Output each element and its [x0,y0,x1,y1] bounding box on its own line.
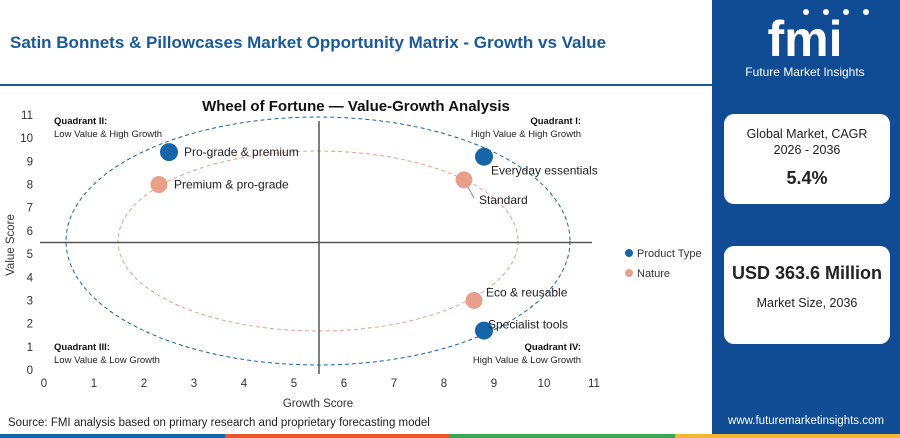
y-tick-label: 3 [27,295,33,307]
data-point-label: Pro-grade & premium [184,145,299,159]
title-divider [0,84,712,86]
y-tick-label: 4 [27,272,34,284]
y-tick-label: 1 [27,342,33,354]
data-point [465,291,483,309]
logo-dot [823,9,829,15]
x-tick-label: 9 [491,378,497,390]
x-tick-label: 6 [341,378,347,390]
legend-label: Product Type [637,248,702,260]
website-link[interactable]: www.futuremarketinsights.com [728,415,884,427]
quadrant-labels: Quadrant II: Low Value & High Growth Quadr… [54,116,581,366]
quadrant-subtitle: Low Value & High Growth [54,129,162,140]
quadrant-subtitle: High Value & High Growth [471,129,581,140]
x-tick-label: 8 [441,378,447,390]
side-panel [712,0,900,438]
outer-ellipse [65,116,571,366]
data-point-label: Everyday essentials [491,164,598,178]
data-point [160,143,178,162]
quadrant-title: Quadrant III: [54,342,110,353]
x-tick-label: 3 [191,378,197,390]
legend: Product Type Nature [625,248,702,280]
legend-marker [625,249,633,257]
logo-wordmark: fmi [768,11,843,67]
cagr-value: 5.4% [786,168,828,188]
x-tick-label: 11 [588,378,600,390]
data-point-label: Premium & pro-grade [174,178,289,192]
data-point [455,171,473,189]
market-size-card: USD 363.6 Million Market Size, 2036 [724,246,890,344]
legend-marker [625,269,633,277]
footer-color-bar [0,434,900,438]
chart-title: Wheel of Fortune — Value-Growth Analysis [202,98,510,115]
footer-color-segment [450,434,675,438]
source-note: Source: FMI analysis based on primary re… [8,417,430,429]
logo-subtext: Future Market Insights [745,65,864,79]
fmi-logo: fmi Future Market Insights [745,9,869,79]
data-point-label: Specialist tools [488,318,568,332]
data-point [475,321,493,340]
data-point-label: Eco & reusable [486,285,568,299]
y-tick-label: 9 [27,156,33,168]
data-point-label: Standard [479,193,528,207]
quadrant-title: Quadrant IV: [525,342,581,353]
quadrant-dividers [40,121,592,374]
data-point [150,176,168,194]
x-axis-label: Growth Score [283,398,353,410]
data-point [475,147,493,166]
x-tick-label: 5 [291,378,297,390]
footer-color-segment [675,434,900,438]
y-tick-label: 11 [21,110,33,122]
y-axis-label: Value Score [5,214,17,276]
y-tick-label: 6 [27,226,33,238]
logo-dot [863,9,869,15]
axis-ticks: 0 1 2 3 4 5 6 7 8 9 10 11 0 1 2 3 4 5 6 7 8 9 10 11 [20,110,600,390]
x-tick-label: 10 [538,378,551,390]
y-tick-label: 8 [27,180,33,192]
quadrant-subtitle: Low Value & Low Growth [54,355,160,366]
y-tick-label: 7 [27,203,33,215]
quadrant-title: Quadrant II: [54,116,107,127]
wheel-ellipses [65,116,571,366]
x-tick-label: 1 [91,378,97,390]
x-tick-label: 4 [241,378,248,390]
x-tick-label: 0 [41,378,47,390]
inner-ellipse [117,150,519,332]
cagr-label: Global Market, CAGR 2026 - 2036 [746,127,868,157]
opportunity-matrix-chart: Wheel of Fortune — Value-Growth Analysis… [5,98,702,410]
footer-color-segment [225,434,450,438]
y-tick-label: 5 [27,249,33,261]
y-tick-label: 0 [27,365,33,377]
quadrant-title: Quadrant I: [530,116,581,127]
quadrant-subtitle: High Value & Low Growth [473,355,581,366]
market-size-value: USD 363.6 Million [731,263,883,283]
page-title: Satin Bonnets & Pillowcases Market Oppor… [10,33,607,52]
legend-label: Nature [637,268,670,280]
market-size-label: Market Size, 2036 [756,296,858,310]
y-tick-label: 2 [27,319,33,331]
x-tick-label: 2 [141,378,147,390]
logo-dot [843,9,849,15]
logo-dot [803,9,809,15]
data-points: Pro-grade & premium Everyday essentials Sp… [150,143,598,340]
x-tick-label: 7 [391,378,397,390]
cagr-card: Global Market, CAGR 2026 - 2036 5.4% [724,114,890,204]
footer-color-segment [0,434,225,438]
y-tick-label: 10 [20,133,33,145]
